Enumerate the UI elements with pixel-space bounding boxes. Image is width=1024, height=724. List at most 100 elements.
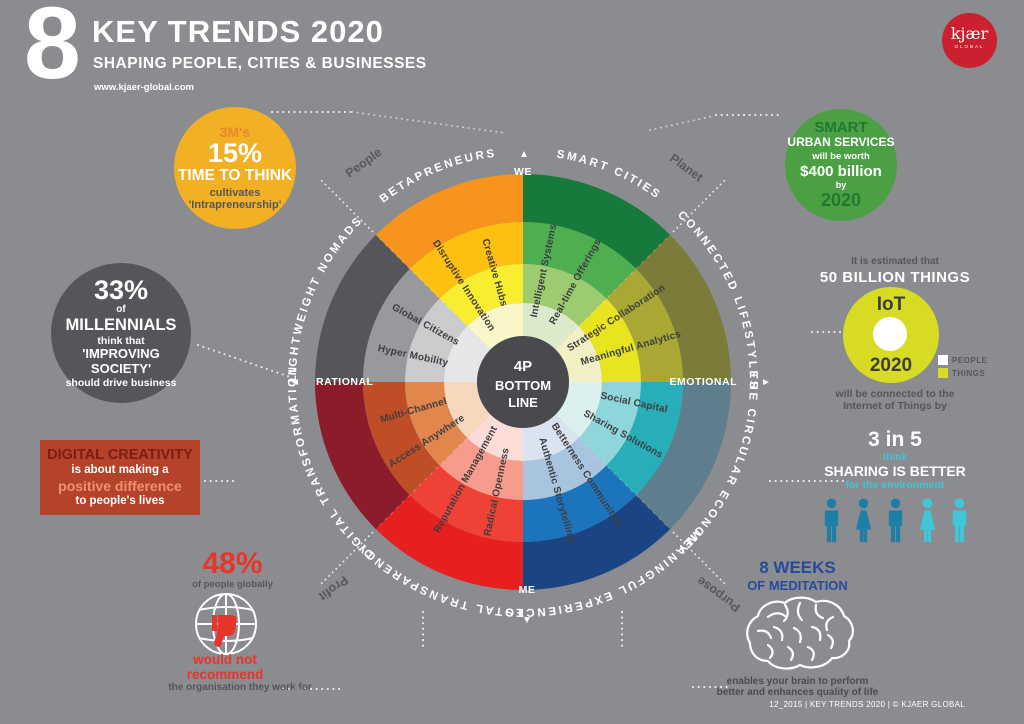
people-icons-row [810, 497, 980, 547]
wheel-sector-betapreneurs [439, 264, 523, 327]
person-male-icon [888, 498, 902, 543]
iot-headline: 50 BILLION THINGS [819, 269, 971, 286]
big-number: 8 [24, 0, 81, 100]
iot-post-lines: will be connected to the Internet of Thi… [810, 388, 980, 412]
wheel-sector-betapreneurs [467, 303, 523, 350]
wheel-sector-the-circular-economy [578, 382, 641, 466]
wheel-diagonal-guide [556, 235, 670, 349]
stat-value: 33% [93, 275, 149, 306]
legend-row: THINGS [938, 368, 987, 378]
wheel-sector-meaningful-experiences [523, 495, 671, 590]
wheel-diagonal-guide [376, 415, 490, 529]
wheel-sector-digital-transformation [444, 382, 491, 438]
website-url: www.kjaer-global.com [94, 82, 194, 93]
wheel-sector-betapreneurs [409, 222, 523, 299]
callout-time-to-think: 3M's 15% TIME TO THINK cultivates 'Intra… [174, 107, 296, 229]
stat-value: 3 in 5 [868, 428, 922, 451]
wheel-sector-lightweight-nomads [405, 298, 468, 382]
wheel-sector-connected-lifestyles [578, 298, 641, 382]
box-line: is about making a [71, 464, 169, 476]
wheel-sector-total-transparency [375, 495, 523, 590]
wheel-sector-meaningful-experiences [523, 437, 607, 500]
dotted-axis-extension [672, 531, 727, 586]
person-female-icon [855, 498, 871, 543]
legend-row: PEOPLE [938, 355, 987, 365]
axis-arrow-icon: ► [761, 377, 771, 388]
stat-line: should drive business [65, 376, 177, 389]
legend-label: PEOPLE [952, 355, 988, 365]
stat-quote: 'IMPROVING SOCIETY' [82, 345, 160, 376]
wheel-sector-betapreneurs [375, 174, 523, 269]
wheel-diagonal-guide [556, 415, 670, 529]
person-male-icon [824, 498, 838, 543]
stat-subject: MILLENNIALS [65, 315, 177, 334]
iot-pre-line: It is estimated that [851, 256, 939, 267]
wheel-sector-smart-cities [523, 222, 637, 299]
person-female-icon [919, 498, 935, 543]
box-accent: positive difference [58, 477, 182, 494]
wheel-center-label: LINE [508, 395, 538, 410]
wheel-sector-the-circular-economy [636, 382, 731, 530]
dotted-axis-extension [319, 178, 374, 233]
iot-year: 2020 [869, 355, 913, 376]
wheel-sector-digital-transformation [405, 382, 468, 466]
stat-line: URBAN SERVICES [787, 135, 895, 150]
stat-line: by [835, 180, 847, 191]
wheel-sector-total-transparency [409, 465, 523, 542]
axis-label: WE [514, 166, 532, 178]
wheel-diagonal-guide [376, 235, 490, 349]
wheel-center-label: BOTTOM [495, 378, 551, 393]
legend-swatch-things [938, 368, 948, 378]
footer-credit: 12_2015 | KEY TRENDS 2020 | © KJAER GLOB… [769, 700, 965, 709]
wheel-sector-the-circular-economy [555, 382, 602, 438]
callout-millennials: 33% of MILLENNIALS think that 'IMPROVING… [51, 263, 191, 403]
logo-subtitle: GLOBAL [954, 44, 985, 49]
stat-value: 8 WEEKS [759, 558, 836, 577]
legend-label: THINGS [952, 368, 986, 378]
caption-line: enables your brain to perform [726, 675, 869, 687]
recommend-accent: would not recommend [160, 652, 290, 683]
stat-caption: for the environment [845, 479, 945, 491]
axis-arrow-icon: ▲ [519, 149, 529, 160]
iot-legend: PEOPLE THINGS [938, 355, 987, 381]
accent-line: recommend [186, 666, 264, 682]
stat-value: $400 billion [800, 162, 882, 180]
wheel-sector-digital-transformation [315, 382, 410, 530]
axis-label: RATIONAL [316, 376, 374, 388]
iot-label: IoT [876, 294, 906, 315]
stat-head: SMART [814, 118, 868, 136]
wheel-sector-smart-cities [523, 174, 671, 269]
axis-label: ME [519, 584, 536, 596]
wheel-sector-meaningful-experiences [523, 465, 637, 542]
iot-circle: IoT 2020 [843, 287, 939, 383]
dotted-connector [351, 111, 506, 134]
globe-icon [195, 593, 257, 655]
corner-word-planet: Planet [667, 151, 706, 185]
stat-line: think that [97, 334, 145, 347]
dotted-connector [649, 115, 715, 131]
wheel-sector-meaningful-experiences [523, 414, 579, 461]
recommend-tail: the organisation they work for [168, 682, 312, 693]
wheel-sector-lightweight-nomads [444, 326, 491, 382]
dotted-axis-extension [672, 178, 727, 233]
axis-arrow-icon: ◄ [290, 377, 300, 388]
iot-people-dot [873, 317, 907, 351]
dotted-axis-extension [319, 531, 374, 586]
stat-year: 2020 [820, 190, 862, 211]
wheel-sector-connected-lifestyles [636, 234, 731, 382]
stat-line: will be worth [812, 150, 870, 162]
wheel-sector-total-transparency [467, 414, 523, 461]
axis-label: EMOTIONAL [670, 376, 738, 388]
page-title: KEY TRENDS 2020 [92, 14, 384, 49]
callout-recommend: 48% of people globally [150, 549, 315, 591]
corner-word-profit: Profit [315, 573, 350, 604]
iot-post-line: Internet of Things by [843, 400, 947, 413]
wheel-sector-lightweight-nomads [315, 234, 410, 382]
brand-label: 3M's [219, 123, 251, 140]
callout-smart-urban: SMART URBAN SERVICES will be worth $400 … [785, 109, 897, 221]
stat-value: 15% [207, 138, 263, 168]
iot-post-line: will be connected to the [835, 388, 955, 400]
page-subtitle: SHAPING PEOPLE, CITIES & BUSINESSES [93, 55, 427, 72]
